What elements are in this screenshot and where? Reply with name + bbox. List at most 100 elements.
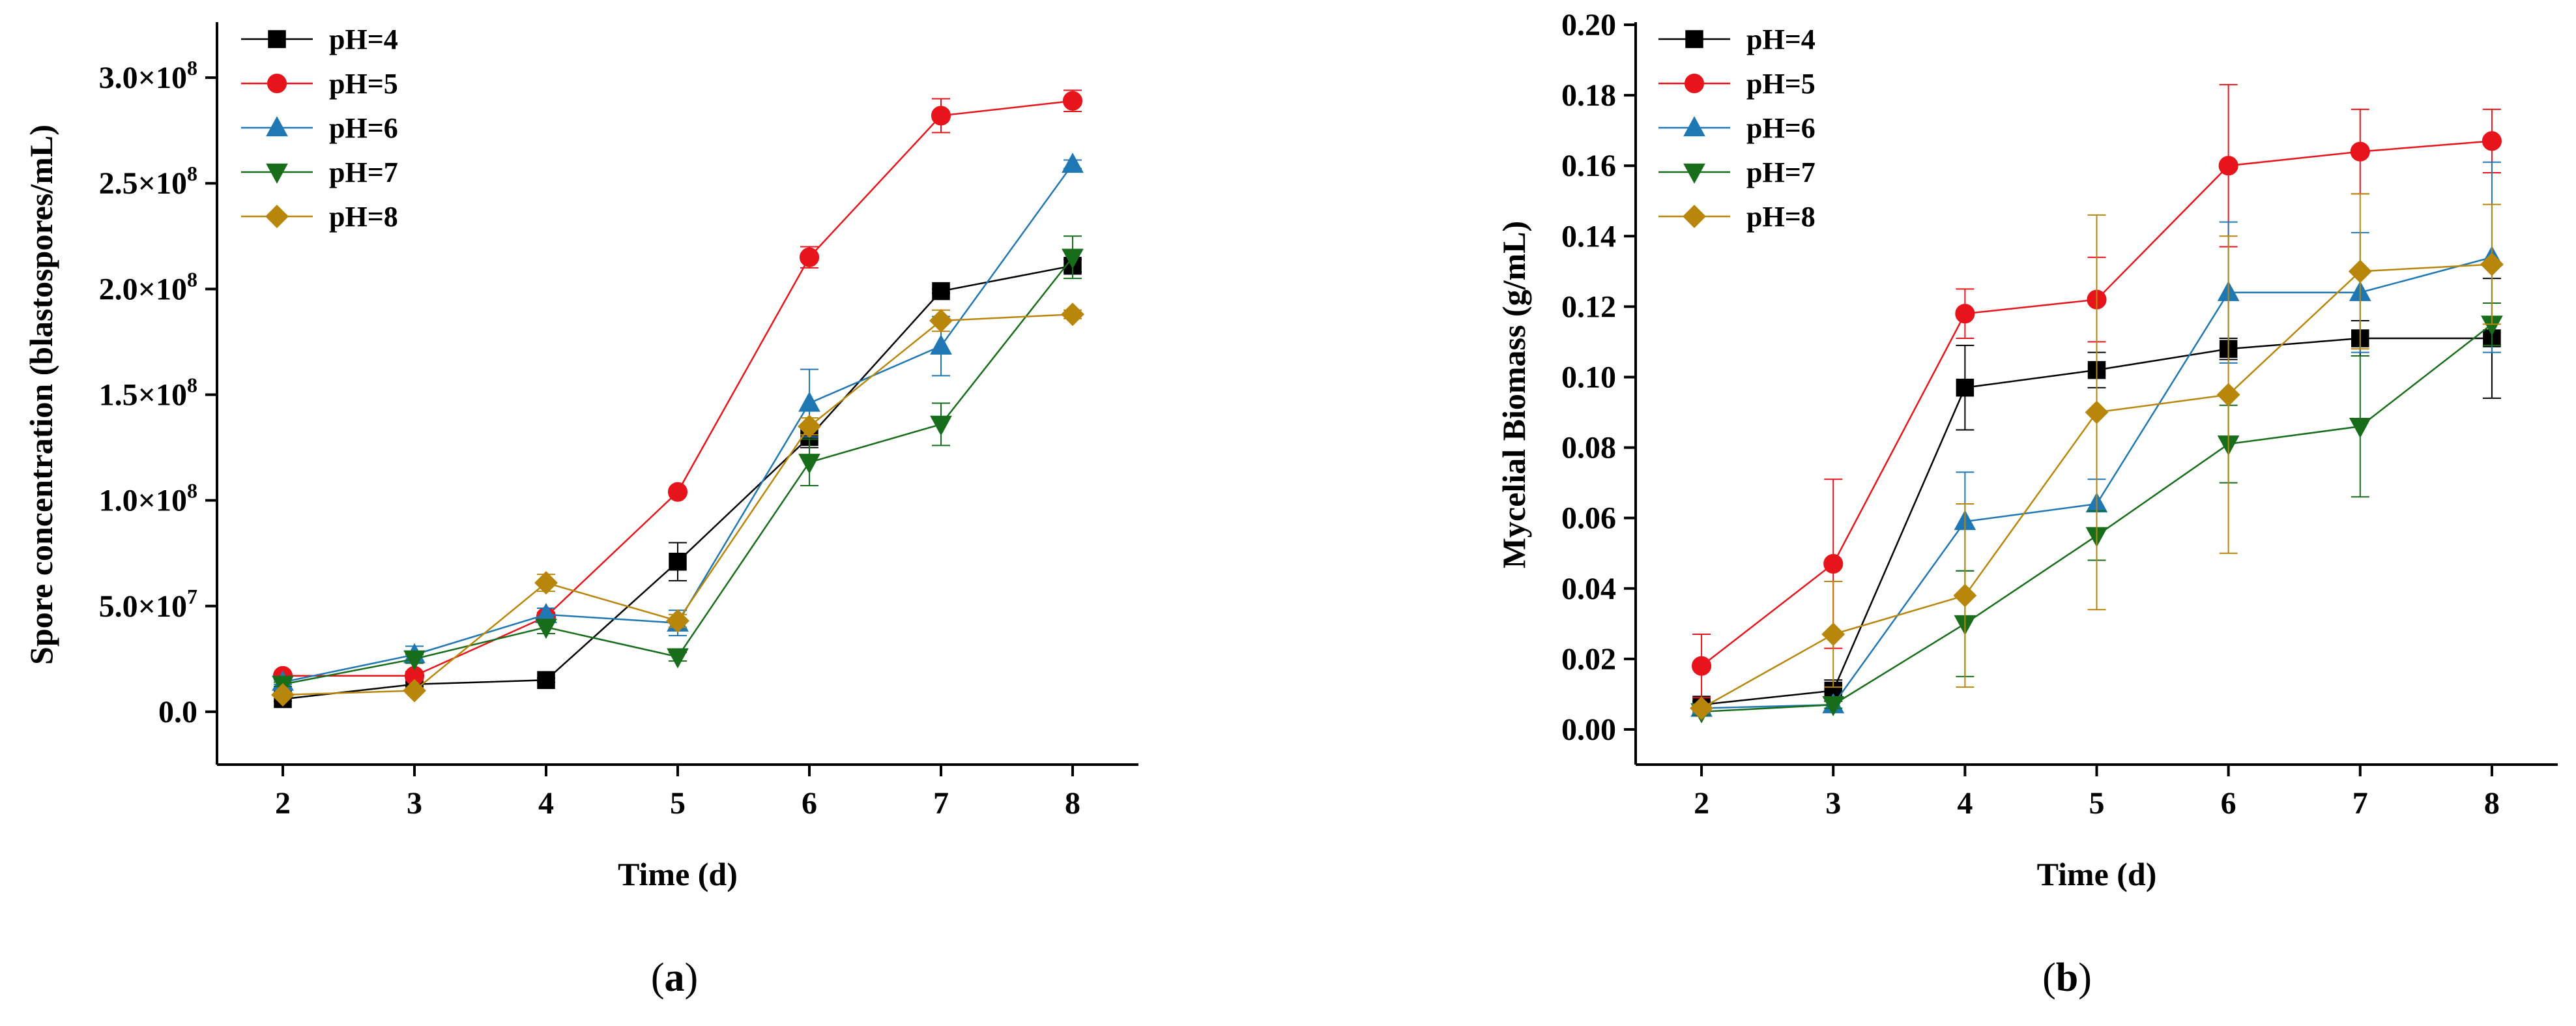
panel-a-y-tick-exponent: 8 — [187, 374, 197, 397]
panel-b-legend-label: pH=8 — [1746, 201, 1816, 233]
panel-a-x-tick-label: 6 — [802, 786, 817, 821]
panel-a-y-tick-exponent: 8 — [187, 267, 197, 291]
panel-b-series-ph-8 — [1690, 193, 2504, 720]
panel-a-y-tick-exponent: 7 — [187, 585, 197, 608]
panel-b-x-tick-label: 6 — [2221, 786, 2236, 821]
panel-a-x-tick-label: 5 — [670, 786, 686, 821]
panel-b-data-point — [1956, 378, 1975, 397]
panel-a-y-tick-exponent: 8 — [187, 479, 197, 503]
panel-b-data-point — [2216, 383, 2240, 407]
panel-a-x-tick-label: 8 — [1065, 786, 1080, 821]
panel-a-legend-label: pH=8 — [329, 201, 398, 233]
panel-a-data-point — [930, 334, 952, 355]
panel-a-y-tick-mantissa: 2.0×10 — [99, 272, 187, 306]
panel-b-legend-marker — [1683, 116, 1705, 137]
panel-b-data-point — [1823, 553, 1844, 574]
panel-a-legend-marker — [265, 205, 289, 228]
panel-a-data-point — [799, 247, 820, 267]
panel-b-data-point — [1821, 623, 1845, 646]
caption-b-open: ( — [2042, 956, 2056, 1000]
panel-b-data-point — [2482, 131, 2502, 151]
panel-a-x-tick-label: 7 — [933, 786, 949, 821]
panel-a-series-ph-7 — [272, 235, 1084, 696]
panel-a-data-point — [271, 683, 295, 707]
caption-a: (a) — [651, 956, 698, 1000]
panel-a-data-point — [1062, 91, 1083, 111]
panel-b-data-point — [2480, 252, 2504, 276]
panel-a-data-point — [798, 415, 821, 439]
panel-a-y-tick-label: 5.0×107 — [99, 585, 197, 624]
caption-b-letter: b — [2056, 956, 2078, 1000]
panel-b-y-tick-label: 0.02 — [1561, 642, 1616, 677]
panel-b-y-tick-label: 0.18 — [1561, 78, 1616, 113]
panel-a-data-point — [534, 571, 558, 595]
panel-a-data-point — [537, 671, 555, 690]
panel-b-y-tick-label: 0.04 — [1561, 572, 1616, 606]
panel-b-legend-marker — [1683, 205, 1706, 228]
caption-b: (b) — [2042, 956, 2092, 1000]
panel-a-series-line — [283, 100, 1073, 677]
panel-b-y-tick-label: 0.06 — [1561, 501, 1616, 536]
panel-b-legend-label: pH=7 — [1746, 156, 1816, 188]
panel-a-series-line — [282, 164, 1074, 683]
panel-b-x-tick-label: 7 — [2352, 786, 2368, 821]
panel-a-y-tick-mantissa: 2.5×10 — [99, 166, 187, 201]
panel-a-y-tick-mantissa: 5.0×10 — [99, 589, 187, 624]
panel-b-y-tick-label: 0.20 — [1561, 8, 1616, 42]
caption-a-open: ( — [651, 956, 665, 1000]
panel-a-y-tick-mantissa: 1.5×10 — [99, 378, 187, 413]
panel-a-y-tick-label: 2.5×108 — [99, 162, 197, 201]
panel-a-y-tick-exponent: 8 — [187, 56, 197, 80]
panel-a-data-point — [1062, 153, 1084, 173]
panel-a-legend-marker — [268, 30, 286, 48]
panel-a-spore-concentration-chart: 2 3 4 5 6 7 80.05.0×1071.0×1081.5×1082.0×1082.… — [23, 22, 1138, 892]
panel-b-legend: pH=4 pH=5 pH=6 pH=7 pH=8 — [1658, 23, 1816, 233]
panel-b-y-tick-label: 0.08 — [1561, 431, 1616, 465]
panel-b-data-point — [2085, 400, 2109, 424]
panel-b-x-tick-label: 4 — [1957, 786, 1973, 821]
caption-a-letter: a — [665, 956, 685, 1000]
panel-b-data-point — [2349, 418, 2371, 438]
panel-a-data-point — [1061, 302, 1084, 327]
panel-b-data-point — [1692, 656, 1712, 676]
panel-b-y-tick-label: 0.00 — [1561, 712, 1616, 747]
panel-a-legend-marker — [266, 163, 288, 184]
panel-a-series-ph-8 — [271, 302, 1084, 707]
panel-b-x-tick-label: 3 — [1825, 786, 1841, 821]
panel-a-y-tick-label: 0.0 — [158, 695, 197, 729]
panel-b-x-tick-label: 8 — [2484, 786, 2500, 821]
panel-b-legend-label: pH=6 — [1746, 112, 1816, 144]
panel-a-y-tick-label: 3.0×108 — [99, 56, 197, 95]
panel-b-mycelial-biomass-chart: 2 3 4 5 6 7 8 0.00 0.02 0.04 0.06 0.08 0.10 0.12 0.14 0… — [1496, 8, 2558, 892]
panel-a-legend-label: pH=7 — [329, 156, 398, 188]
panel-b-y-tick-label: 0.16 — [1561, 149, 1616, 183]
panel-a-data-point — [403, 650, 426, 671]
panel-b-legend-label: pH=5 — [1746, 68, 1816, 100]
panel-a-legend-marker — [267, 73, 287, 94]
panel-a-legend-label: pH=6 — [329, 112, 398, 144]
panel-a-legend-label: pH=5 — [329, 68, 398, 100]
panel-a-legend: pH=4 pH=5 pH=6 pH=7 pH=8 — [241, 23, 398, 233]
panel-a-y-tick-label: 1.5×108 — [99, 374, 197, 413]
panel-a-y-tick-exponent: 8 — [187, 162, 197, 185]
panel-a-data-point — [798, 454, 820, 475]
panel-a-data-point — [798, 391, 820, 412]
panel-a-x-tick-label: 2 — [275, 786, 291, 821]
panel-a-legend-label: pH=4 — [329, 23, 398, 55]
panel-b-legend-marker — [1684, 73, 1705, 94]
caption-a-close: ) — [685, 956, 699, 1000]
panel-b-y-tick-label: 0.10 — [1561, 360, 1616, 394]
panel-b-x-axis-label: Time (d) — [2037, 856, 2157, 892]
panel-a-data-point — [1062, 248, 1084, 269]
panel-b-x-tick-label: 5 — [2089, 786, 2105, 821]
panel-a-data-point — [669, 552, 687, 571]
panel-a-data-point — [930, 415, 952, 436]
panel-a-data-point — [403, 679, 426, 703]
panel-b-legend-marker — [1685, 30, 1703, 48]
panel-a-y-axis-label: Spore concentration (blastospores/mL) — [23, 125, 59, 665]
panel-a-data-point — [929, 309, 953, 332]
panel-a-x-axis-label: Time (d) — [618, 856, 738, 892]
panel-a-y-tick-mantissa: 1.0×10 — [99, 484, 187, 518]
panel-b-legend-label: pH=4 — [1746, 23, 1816, 55]
